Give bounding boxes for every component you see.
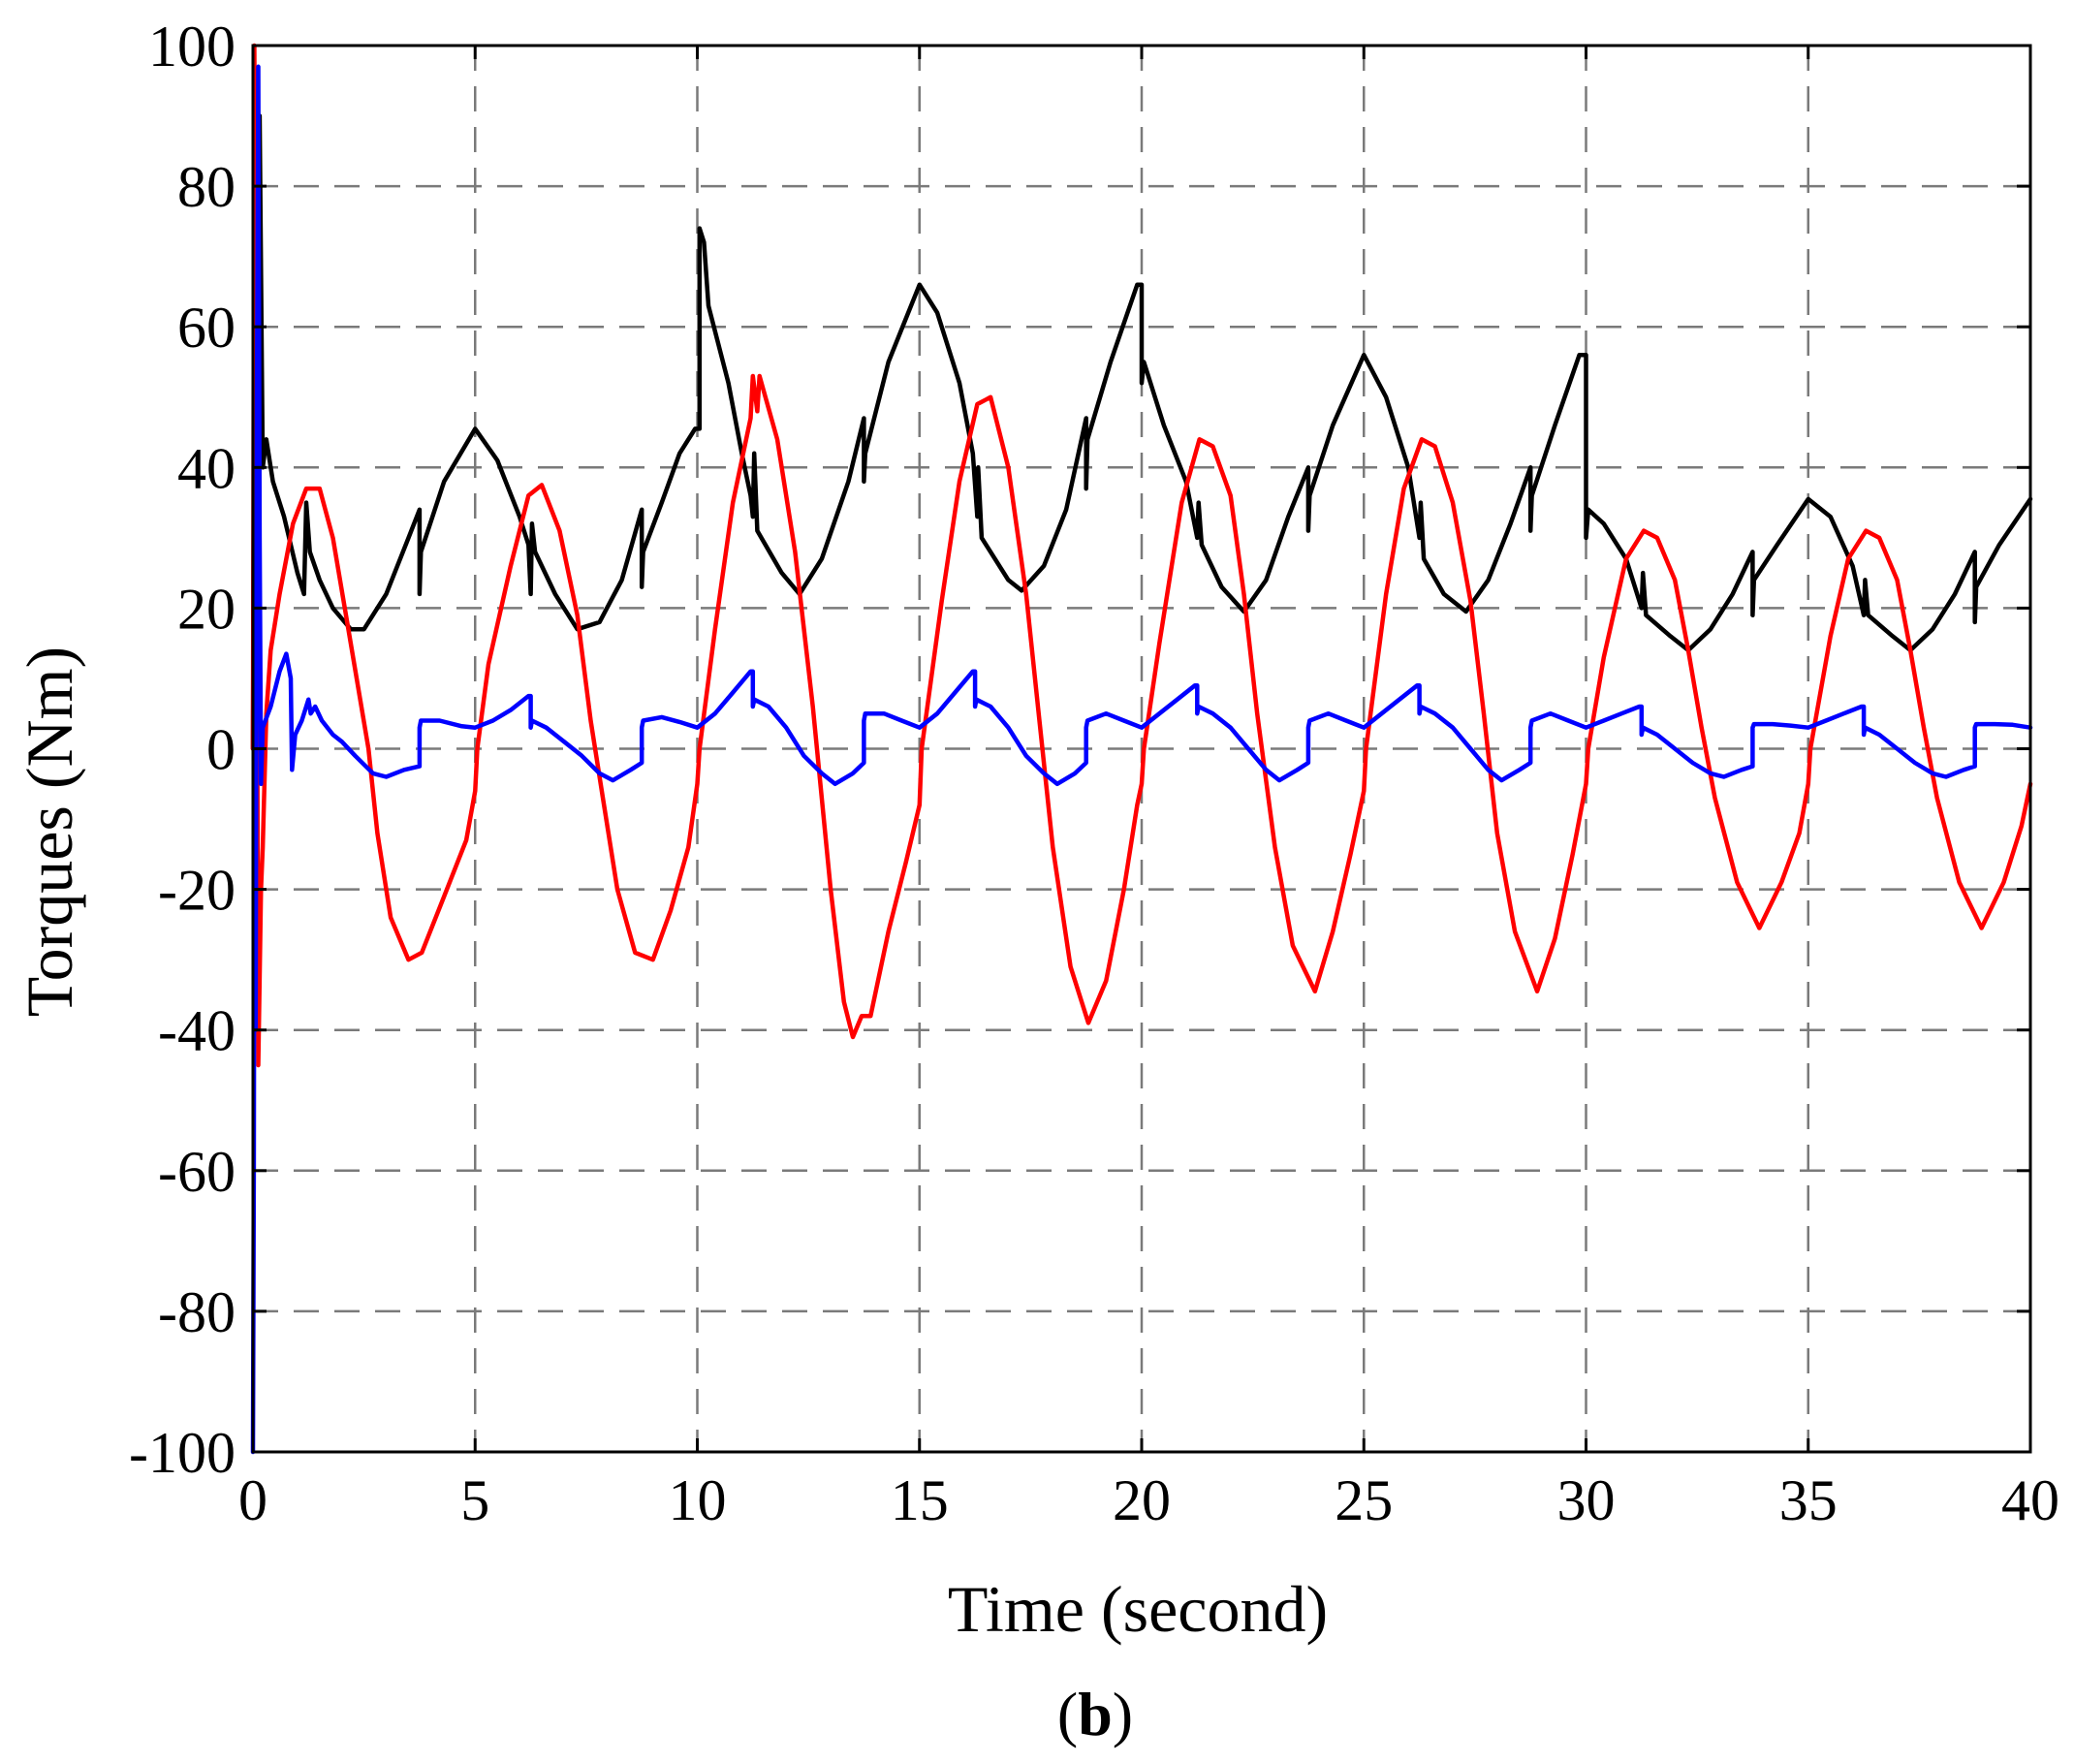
- y-tick-label: -60: [158, 1140, 236, 1204]
- y-tick-label: -100: [129, 1421, 236, 1485]
- y-tick-label: 80: [177, 155, 236, 219]
- tick-labels: 0 5 10 15 20 25 30 35 40 -100 -80 -60 -40 -20 0 20 40 60 8…: [129, 15, 2059, 1532]
- series-line-black: [250, 79, 2033, 751]
- caption-close-paren: ): [1113, 1680, 1133, 1748]
- y-tick-label: -80: [158, 1280, 236, 1344]
- axes: [251, 44, 2032, 1454]
- y-tick-label: -20: [158, 859, 236, 923]
- figure-caption: (b): [1057, 1680, 1133, 1748]
- y-tick-label: -40: [158, 999, 236, 1063]
- x-tick-label: 25: [1335, 1468, 1393, 1532]
- caption-open-paren: (: [1057, 1680, 1078, 1748]
- x-tick-label: 20: [1113, 1468, 1171, 1532]
- x-tick-label: 15: [891, 1468, 949, 1532]
- series-line-blue: [250, 64, 2033, 1455]
- series-lines: [250, 43, 2033, 1455]
- y-tick-label: 20: [177, 577, 236, 641]
- series-line-red: [250, 43, 2033, 1068]
- caption-letter: b: [1078, 1680, 1113, 1748]
- x-tick-label: 5: [460, 1468, 489, 1532]
- y-tick-label: 100: [148, 15, 236, 79]
- y-tick-label: 0: [206, 718, 236, 782]
- x-tick-label: 30: [1557, 1468, 1616, 1532]
- y-axis-title: Torques (Nm): [13, 646, 86, 1017]
- x-tick-label: 40: [2001, 1468, 2059, 1532]
- y-tick-label: 60: [177, 296, 236, 360]
- y-tick-label: 40: [177, 436, 236, 500]
- x-tick-label: 10: [669, 1468, 727, 1532]
- x-tick-label: 35: [1779, 1468, 1838, 1532]
- x-tick-label: 0: [238, 1468, 267, 1532]
- x-axis-title: Time (second): [948, 1572, 1328, 1646]
